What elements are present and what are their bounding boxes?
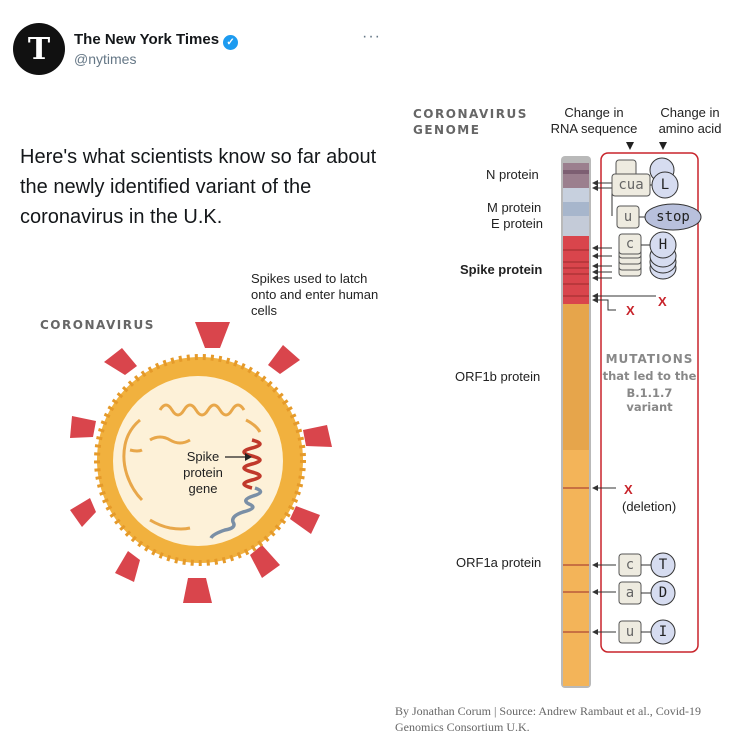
virus-spikes (70, 322, 332, 603)
verified-badge-icon: ✓ (223, 35, 239, 50)
more-options-icon[interactable]: ··· (362, 28, 381, 45)
mutations-title: MUTATIONS (605, 352, 694, 366)
deletion-x-1: X (626, 303, 635, 318)
aa-h: H (658, 237, 668, 253)
gene-coil-grey (209, 486, 263, 539)
author-name[interactable]: The New York Times ✓ (74, 31, 239, 50)
label-e-protein: E protein (491, 216, 544, 231)
gene-label: Spike protein gene (183, 449, 223, 496)
tweet-text: Here's what scientists know so far about… (20, 146, 377, 228)
label-spike-protein: Spike protein (460, 262, 543, 277)
rna-c-2: c (625, 557, 635, 573)
aa-d: D (658, 585, 668, 601)
nyt-avatar[interactable]: T (13, 23, 65, 75)
rna-c-1: c (625, 236, 635, 252)
label-orf1b-protein: ORF1b protein (455, 369, 541, 384)
aa-l: L (660, 177, 670, 193)
deletion-x-3: X (624, 482, 633, 497)
virus-core (113, 376, 283, 546)
credit-line-1: By Jonathan Corum | Source: Andrew Ramba… (395, 704, 702, 718)
mutations-sub-1: that led to the (602, 369, 697, 383)
rna-cua: cua (618, 177, 644, 193)
spike-gene-coil (242, 438, 262, 490)
label-m-protein: M protein (487, 200, 542, 215)
col-aa-2: amino acid (658, 121, 722, 136)
label-n-protein: N protein (486, 167, 539, 182)
author-handle[interactable]: @nytimes (74, 51, 137, 67)
genome-title-2: GENOME (413, 123, 481, 137)
mutations-sub-2: B.1.1.7 variant (626, 386, 673, 414)
rna-strand (122, 403, 262, 531)
rna-a: a (625, 585, 635, 601)
aa-stop: stop (656, 209, 690, 225)
genome-bar (561, 156, 591, 688)
credit-line: By Jonathan Corum | Source: Andrew Ramba… (395, 703, 740, 735)
virus-title: CORONAVIRUS (40, 318, 155, 332)
aa-i: I (658, 624, 668, 640)
mutations-frame (600, 152, 699, 653)
col-rna-1: Change in (564, 105, 624, 120)
rna-u-1: u (623, 209, 633, 225)
deletion-label: (deletion) (622, 499, 677, 514)
credit-line-2: Genomics Consortium U.K. (395, 720, 530, 734)
genome-title-1: CORONAVIRUS (413, 107, 528, 121)
label-orf1a-protein: ORF1a protein (456, 555, 542, 570)
aa-t: T (658, 557, 668, 573)
deletion-x-2: X (658, 294, 667, 309)
author-name-text[interactable]: The New York Times (74, 31, 220, 48)
col-aa-1: Change in (660, 105, 720, 120)
spikes-note: Spikes used to latch onto and enter huma… (251, 271, 379, 318)
rna-u-2: u (625, 624, 635, 640)
col-rna-2: RNA sequence (550, 121, 638, 136)
